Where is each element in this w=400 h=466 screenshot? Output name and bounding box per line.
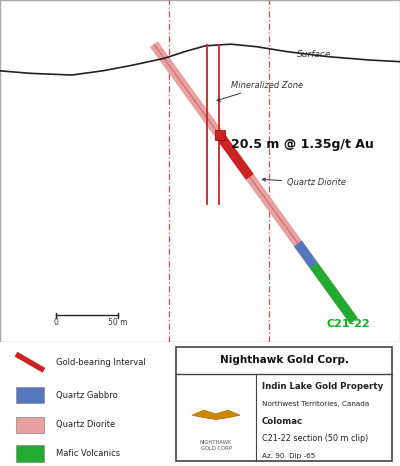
Text: Indin Lake Gold Property: Indin Lake Gold Property [262, 382, 383, 391]
Text: Quartz Diorite: Quartz Diorite [262, 178, 346, 187]
Text: 20.5 m @ 1.35g/t Au: 20.5 m @ 1.35g/t Au [231, 137, 374, 151]
Bar [16, 417, 44, 433]
Bar [16, 387, 44, 403]
Text: Quartz Gabbro: Quartz Gabbro [56, 391, 118, 400]
Text: C21-22: C21-22 [327, 319, 370, 329]
Text: Quartz Diorite: Quartz Diorite [56, 420, 115, 430]
Text: Mineralized Zone: Mineralized Zone [217, 81, 303, 101]
Text: 50 m: 50 m [108, 318, 128, 327]
Polygon shape [192, 410, 240, 419]
Text: Colomac: Colomac [262, 417, 303, 425]
Text: 0: 0 [54, 318, 59, 327]
Text: Northwest Territories, Canada: Northwest Territories, Canada [262, 401, 369, 407]
Text: C21-22 section (50 m clip): C21-22 section (50 m clip) [262, 434, 368, 443]
Text: Az. 90  Dip -65: Az. 90 Dip -65 [262, 453, 315, 459]
Text: Gold-bearing Interval: Gold-bearing Interval [56, 358, 146, 367]
Text: Nighthawk Gold Corp.: Nighthawk Gold Corp. [220, 356, 348, 365]
Text: Mafic Volcanics: Mafic Volcanics [56, 449, 120, 458]
Text: NIGHTHAWK
GOLD CORP: NIGHTHAWK GOLD CORP [200, 440, 232, 451]
Bar [176, 347, 392, 461]
Text: Surface: Surface [298, 50, 332, 59]
Bar [16, 445, 44, 462]
